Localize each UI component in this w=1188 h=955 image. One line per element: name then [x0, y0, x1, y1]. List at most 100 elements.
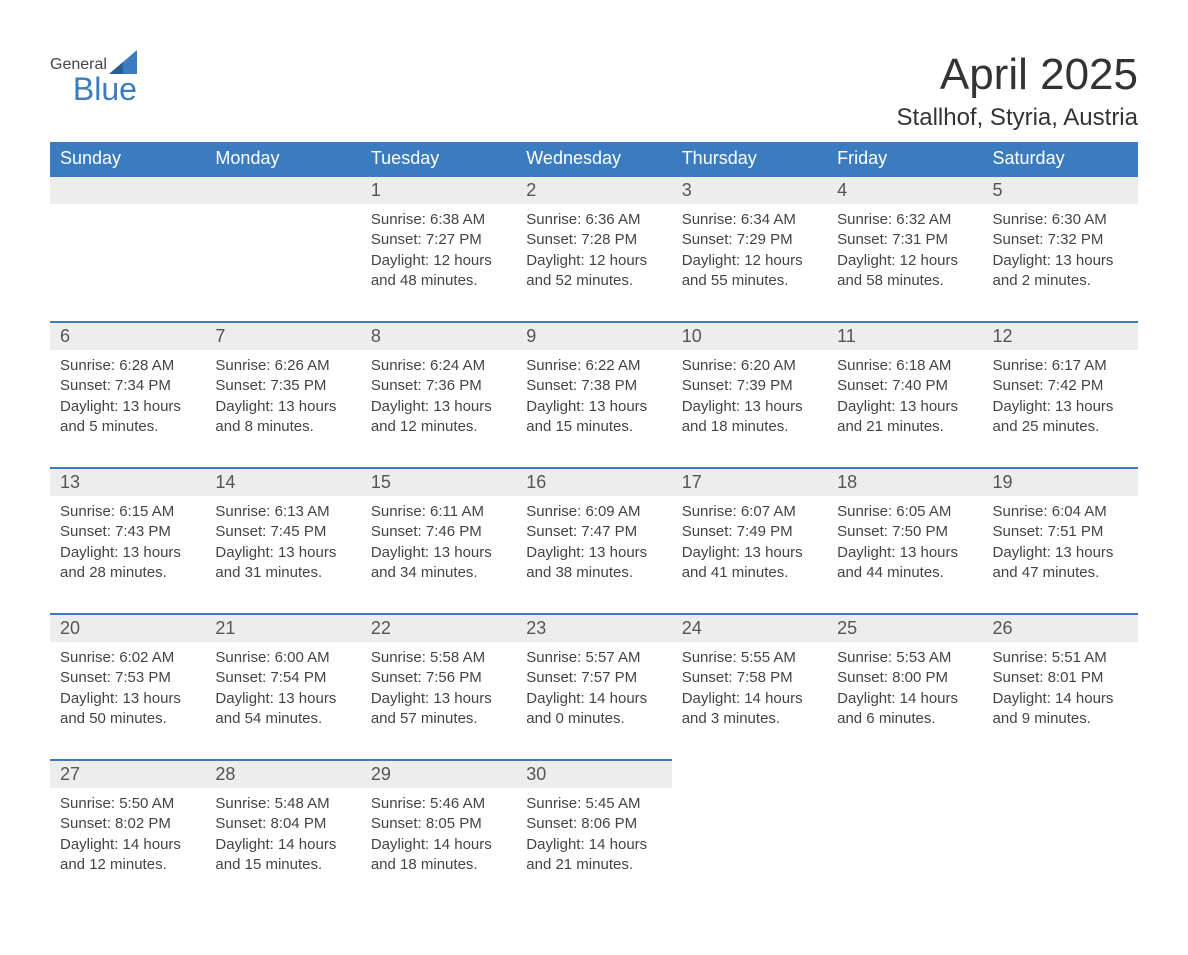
daylight-text-line1: Daylight: 14 hours: [526, 689, 661, 709]
day-content-cell: Sunrise: 6:38 AMSunset: 7:27 PMDaylight:…: [361, 204, 516, 322]
daylight-text-line2: and 28 minutes.: [60, 563, 195, 583]
logo-text-blue: Blue: [50, 71, 137, 108]
day-number-cell: 30: [516, 760, 671, 788]
day-content-cell: Sunrise: 6:11 AMSunset: 7:46 PMDaylight:…: [361, 496, 516, 614]
day-content-cell: [205, 204, 360, 322]
daylight-text-line1: Daylight: 13 hours: [60, 397, 195, 417]
sunrise-text: Sunrise: 5:46 AM: [371, 794, 506, 814]
day-number-cell: 16: [516, 468, 671, 496]
day-content-cell: Sunrise: 6:15 AMSunset: 7:43 PMDaylight:…: [50, 496, 205, 614]
day-content-cell: Sunrise: 6:24 AMSunset: 7:36 PMDaylight:…: [361, 350, 516, 468]
daylight-text-line2: and 21 minutes.: [526, 855, 661, 875]
day-content-cell: Sunrise: 6:17 AMSunset: 7:42 PMDaylight:…: [983, 350, 1138, 468]
day-content-cell: Sunrise: 6:32 AMSunset: 7:31 PMDaylight:…: [827, 204, 982, 322]
daylight-text-line1: Daylight: 14 hours: [993, 689, 1128, 709]
day-content-cell: Sunrise: 5:55 AMSunset: 7:58 PMDaylight:…: [672, 642, 827, 760]
sunset-text: Sunset: 7:28 PM: [526, 230, 661, 250]
day-content-row: Sunrise: 6:02 AMSunset: 7:53 PMDaylight:…: [50, 642, 1138, 760]
day-number-cell: 24: [672, 614, 827, 642]
daylight-text-line1: Daylight: 13 hours: [993, 543, 1128, 563]
day-content-cell: Sunrise: 5:50 AMSunset: 8:02 PMDaylight:…: [50, 788, 205, 905]
day-number-cell: 15: [361, 468, 516, 496]
day-content-cell: Sunrise: 6:30 AMSunset: 7:32 PMDaylight:…: [983, 204, 1138, 322]
daylight-text-line1: Daylight: 13 hours: [993, 251, 1128, 271]
day-number-cell: 7: [205, 322, 360, 350]
day-number-row: 27282930: [50, 760, 1138, 788]
daylight-text-line2: and 9 minutes.: [993, 709, 1128, 729]
daylight-text-line1: Daylight: 12 hours: [682, 251, 817, 271]
calendar-table: Sunday Monday Tuesday Wednesday Thursday…: [50, 142, 1138, 905]
weekday-friday: Friday: [827, 142, 982, 176]
sunrise-text: Sunrise: 6:28 AM: [60, 356, 195, 376]
daylight-text-line1: Daylight: 12 hours: [371, 251, 506, 271]
day-number-cell: 20: [50, 614, 205, 642]
daylight-text-line1: Daylight: 13 hours: [215, 689, 350, 709]
day-content-cell: Sunrise: 5:58 AMSunset: 7:56 PMDaylight:…: [361, 642, 516, 760]
daylight-text-line1: Daylight: 14 hours: [60, 835, 195, 855]
weekday-wednesday: Wednesday: [516, 142, 671, 176]
day-content-cell: Sunrise: 6:36 AMSunset: 7:28 PMDaylight:…: [516, 204, 671, 322]
daylight-text-line2: and 21 minutes.: [837, 417, 972, 437]
day-content-cell: Sunrise: 6:02 AMSunset: 7:53 PMDaylight:…: [50, 642, 205, 760]
daylight-text-line2: and 34 minutes.: [371, 563, 506, 583]
sunset-text: Sunset: 8:02 PM: [60, 814, 195, 834]
sunrise-text: Sunrise: 5:51 AM: [993, 648, 1128, 668]
daylight-text-line1: Daylight: 13 hours: [526, 543, 661, 563]
sunset-text: Sunset: 8:06 PM: [526, 814, 661, 834]
month-title: April 2025: [897, 50, 1138, 100]
sunset-text: Sunset: 8:04 PM: [215, 814, 350, 834]
day-content-cell: [50, 204, 205, 322]
page-header: General Blue April 2025 Stallhof, Styria…: [50, 50, 1138, 132]
daylight-text-line1: Daylight: 14 hours: [526, 835, 661, 855]
logo: General Blue: [50, 50, 137, 108]
day-content-row: Sunrise: 5:50 AMSunset: 8:02 PMDaylight:…: [50, 788, 1138, 905]
daylight-text-line2: and 0 minutes.: [526, 709, 661, 729]
sunset-text: Sunset: 8:00 PM: [837, 668, 972, 688]
daylight-text-line2: and 6 minutes.: [837, 709, 972, 729]
day-content-cell: Sunrise: 6:07 AMSunset: 7:49 PMDaylight:…: [672, 496, 827, 614]
day-content-cell: Sunrise: 6:34 AMSunset: 7:29 PMDaylight:…: [672, 204, 827, 322]
day-content-cell: Sunrise: 5:46 AMSunset: 8:05 PMDaylight:…: [361, 788, 516, 905]
daylight-text-line2: and 15 minutes.: [526, 417, 661, 437]
day-number-row: 20212223242526: [50, 614, 1138, 642]
sunset-text: Sunset: 7:35 PM: [215, 376, 350, 396]
sunrise-text: Sunrise: 6:32 AM: [837, 210, 972, 230]
day-number-cell: 8: [361, 322, 516, 350]
sunrise-text: Sunrise: 6:02 AM: [60, 648, 195, 668]
day-content-cell: Sunrise: 5:45 AMSunset: 8:06 PMDaylight:…: [516, 788, 671, 905]
sunset-text: Sunset: 7:57 PM: [526, 668, 661, 688]
day-content-cell: Sunrise: 6:26 AMSunset: 7:35 PMDaylight:…: [205, 350, 360, 468]
sunset-text: Sunset: 7:51 PM: [993, 522, 1128, 542]
day-number-cell: 29: [361, 760, 516, 788]
day-number-row: 13141516171819: [50, 468, 1138, 496]
daylight-text-line1: Daylight: 13 hours: [215, 543, 350, 563]
daylight-text-line1: Daylight: 12 hours: [837, 251, 972, 271]
day-number-row: 12345: [50, 176, 1138, 204]
sunset-text: Sunset: 7:54 PM: [215, 668, 350, 688]
daylight-text-line1: Daylight: 13 hours: [371, 689, 506, 709]
daylight-text-line2: and 55 minutes.: [682, 271, 817, 291]
daylight-text-line2: and 2 minutes.: [993, 271, 1128, 291]
sunset-text: Sunset: 8:01 PM: [993, 668, 1128, 688]
day-number-cell: 27: [50, 760, 205, 788]
day-number-cell: 17: [672, 468, 827, 496]
location-subtitle: Stallhof, Styria, Austria: [897, 104, 1138, 132]
day-content-cell: Sunrise: 5:57 AMSunset: 7:57 PMDaylight:…: [516, 642, 671, 760]
daylight-text-line1: Daylight: 14 hours: [215, 835, 350, 855]
day-number-cell: 18: [827, 468, 982, 496]
day-content-cell: Sunrise: 6:05 AMSunset: 7:50 PMDaylight:…: [827, 496, 982, 614]
daylight-text-line1: Daylight: 13 hours: [60, 689, 195, 709]
daylight-text-line1: Daylight: 13 hours: [837, 397, 972, 417]
sunset-text: Sunset: 7:58 PM: [682, 668, 817, 688]
daylight-text-line2: and 12 minutes.: [60, 855, 195, 875]
day-number-cell: 26: [983, 614, 1138, 642]
day-number-cell: 13: [50, 468, 205, 496]
day-number-cell: 25: [827, 614, 982, 642]
day-content-row: Sunrise: 6:38 AMSunset: 7:27 PMDaylight:…: [50, 204, 1138, 322]
weekday-saturday: Saturday: [983, 142, 1138, 176]
daylight-text-line2: and 48 minutes.: [371, 271, 506, 291]
sunset-text: Sunset: 7:36 PM: [371, 376, 506, 396]
day-number-cell: 14: [205, 468, 360, 496]
sunset-text: Sunset: 7:56 PM: [371, 668, 506, 688]
sunset-text: Sunset: 7:42 PM: [993, 376, 1128, 396]
